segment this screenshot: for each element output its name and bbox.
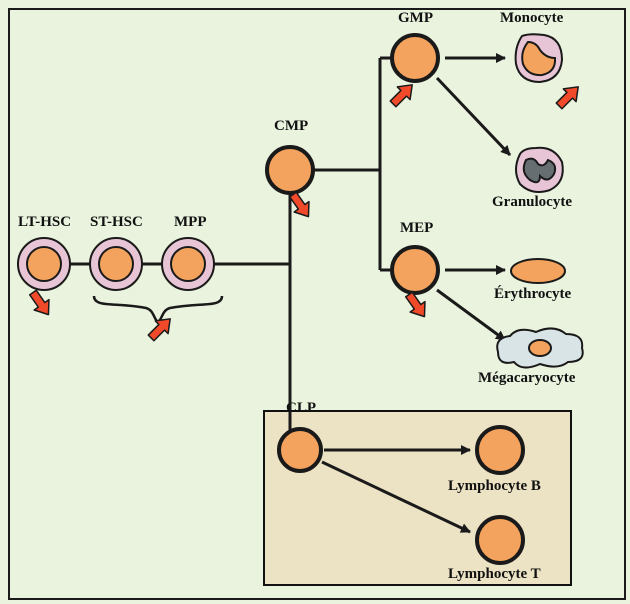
node-clp	[276, 426, 324, 474]
redarrow-cmp	[284, 192, 318, 220]
node-erythrocyte	[508, 256, 568, 286]
node-st-hsc	[89, 237, 143, 291]
label-cmp: CMP	[274, 118, 308, 135]
label-st-hsc: ST-HSC	[90, 214, 143, 231]
label-lymph-t: Lymphocyte T	[448, 566, 541, 583]
node-lymph-t	[474, 514, 526, 566]
label-lt-hsc: LT-HSC	[18, 214, 71, 231]
label-mep: MEP	[400, 220, 433, 237]
label-clp: CLP	[286, 400, 316, 417]
redarrow-lt-hsc	[24, 290, 58, 318]
label-mpp: MPP	[174, 214, 206, 231]
redarrow-monocyte	[552, 82, 586, 110]
label-erythrocyte: Érythrocyte	[494, 286, 571, 303]
node-cmp	[264, 144, 316, 196]
node-monocyte	[510, 30, 568, 88]
node-gmp	[389, 32, 441, 84]
node-mpp	[161, 237, 215, 291]
node-lt-hsc	[17, 237, 71, 291]
node-mep	[389, 244, 441, 296]
label-monocyte: Monocyte	[500, 10, 563, 27]
label-gmp: GMP	[398, 10, 433, 27]
label-lymph-b: Lymphocyte B	[448, 478, 541, 495]
node-megakaryocyte	[492, 324, 588, 372]
redarrow-gmp	[386, 80, 420, 108]
node-granulocyte	[510, 142, 568, 198]
redarrow-brace	[144, 314, 178, 342]
redarrow-mep	[400, 292, 434, 320]
node-lymph-b	[474, 424, 526, 476]
label-megakaryocyte: Mégacaryocyte	[478, 370, 575, 387]
